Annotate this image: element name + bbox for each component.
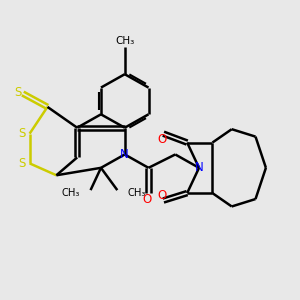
Text: S: S (14, 85, 21, 98)
Text: N: N (120, 148, 129, 161)
Text: CH₃: CH₃ (128, 188, 146, 198)
Text: N: N (195, 161, 203, 174)
Text: O: O (157, 189, 167, 202)
Text: CH₃: CH₃ (62, 188, 80, 198)
Text: S: S (19, 157, 26, 170)
Text: S: S (19, 127, 26, 140)
Text: O: O (157, 133, 167, 146)
Text: O: O (142, 193, 152, 206)
Text: CH₃: CH₃ (115, 36, 134, 46)
